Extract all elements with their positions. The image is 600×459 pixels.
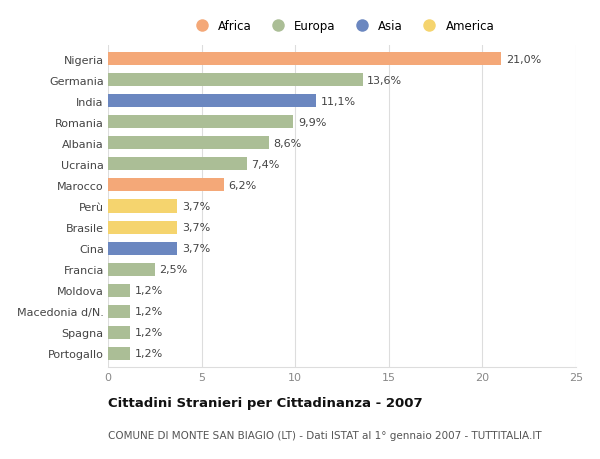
Text: 1,2%: 1,2% [135,328,163,337]
Text: 8,6%: 8,6% [274,139,302,149]
Text: 2,5%: 2,5% [160,264,188,274]
Bar [108,305,130,318]
Text: 13,6%: 13,6% [367,76,403,85]
Text: 3,7%: 3,7% [182,244,210,253]
Text: 3,7%: 3,7% [182,223,210,233]
Text: 1,2%: 1,2% [135,285,163,296]
Bar [108,53,501,66]
Bar [108,179,224,192]
Bar [108,242,177,255]
Text: 11,1%: 11,1% [320,96,356,106]
Bar [108,137,269,150]
Text: 21,0%: 21,0% [506,55,541,65]
Text: COMUNE DI MONTE SAN BIAGIO (LT) - Dati ISTAT al 1° gennaio 2007 - TUTTITALIA.IT: COMUNE DI MONTE SAN BIAGIO (LT) - Dati I… [108,431,542,440]
Text: 7,4%: 7,4% [251,160,280,169]
Bar [108,347,130,360]
Text: 1,2%: 1,2% [135,348,163,358]
Legend: Africa, Europa, Asia, America: Africa, Europa, Asia, America [190,20,494,33]
Bar [108,284,130,297]
Bar [108,116,293,129]
Bar [108,326,130,339]
Text: Cittadini Stranieri per Cittadinanza - 2007: Cittadini Stranieri per Cittadinanza - 2… [108,396,422,409]
Text: 9,9%: 9,9% [298,118,326,128]
Bar [108,263,155,276]
Text: 6,2%: 6,2% [229,180,257,190]
Bar [108,221,177,234]
Bar [108,95,316,108]
Bar [108,74,362,87]
Bar [108,158,247,171]
Text: 3,7%: 3,7% [182,202,210,212]
Text: 1,2%: 1,2% [135,307,163,317]
Bar [108,200,177,213]
